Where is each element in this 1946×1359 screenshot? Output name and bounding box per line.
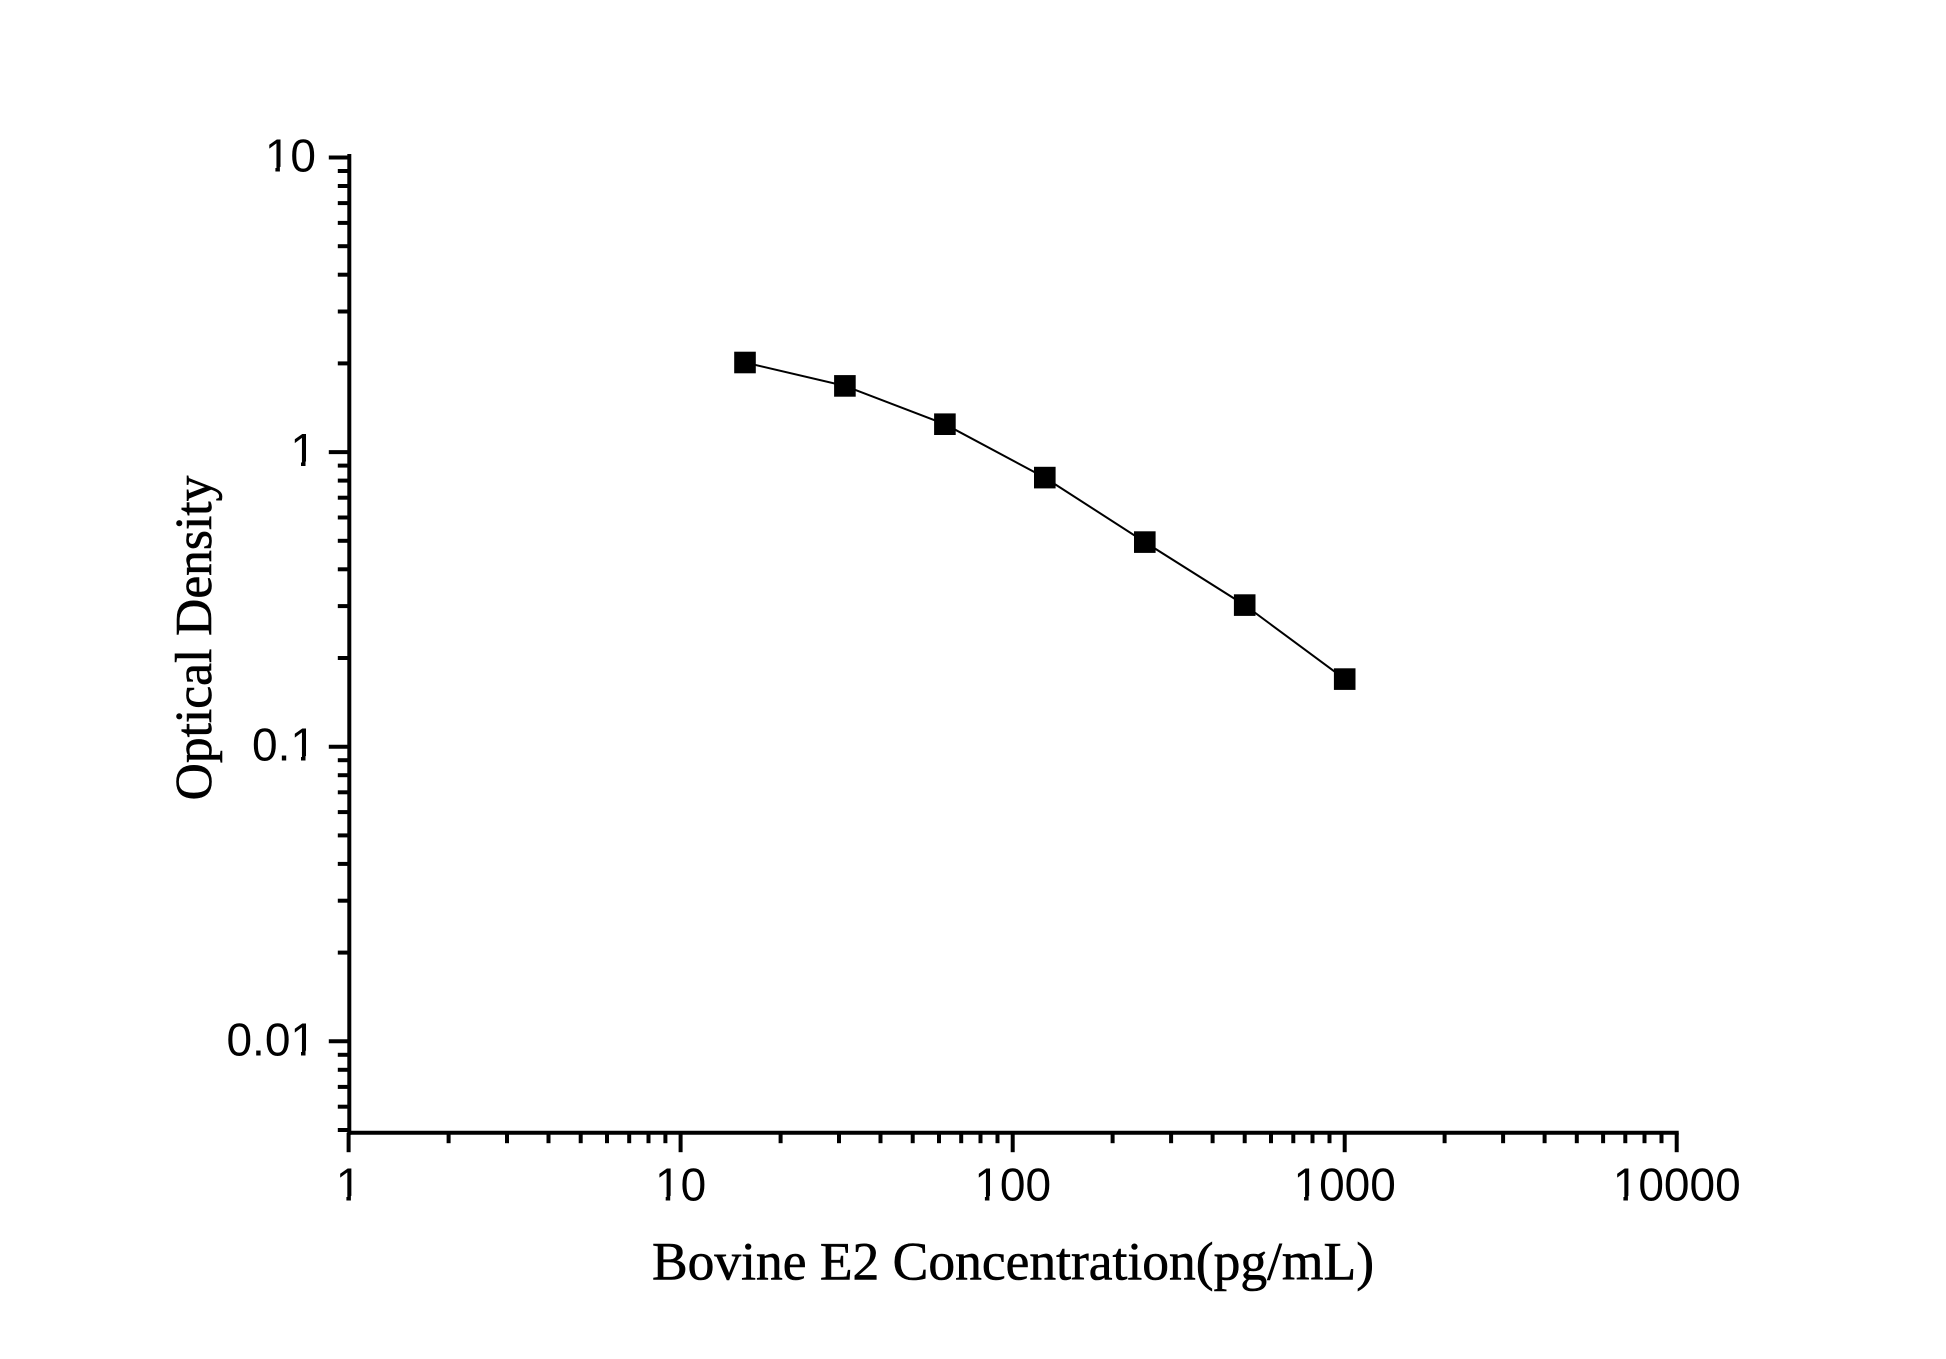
svg-text:1: 1 bbox=[336, 1159, 362, 1211]
svg-text:1000: 1000 bbox=[1294, 1159, 1396, 1211]
svg-text:0.1: 0.1 bbox=[252, 719, 316, 771]
svg-text:Optical Density: Optical Density bbox=[166, 475, 223, 800]
svg-text:10000: 10000 bbox=[1613, 1159, 1741, 1211]
svg-text:Bovine E2 Concentration(pg/mL): Bovine E2 Concentration(pg/mL) bbox=[652, 1232, 1374, 1292]
svg-text:10: 10 bbox=[655, 1159, 706, 1211]
svg-text:0.01: 0.01 bbox=[226, 1013, 316, 1065]
svg-text:100: 100 bbox=[974, 1159, 1051, 1211]
svg-text:10: 10 bbox=[265, 130, 316, 182]
svg-text:1: 1 bbox=[290, 424, 316, 476]
